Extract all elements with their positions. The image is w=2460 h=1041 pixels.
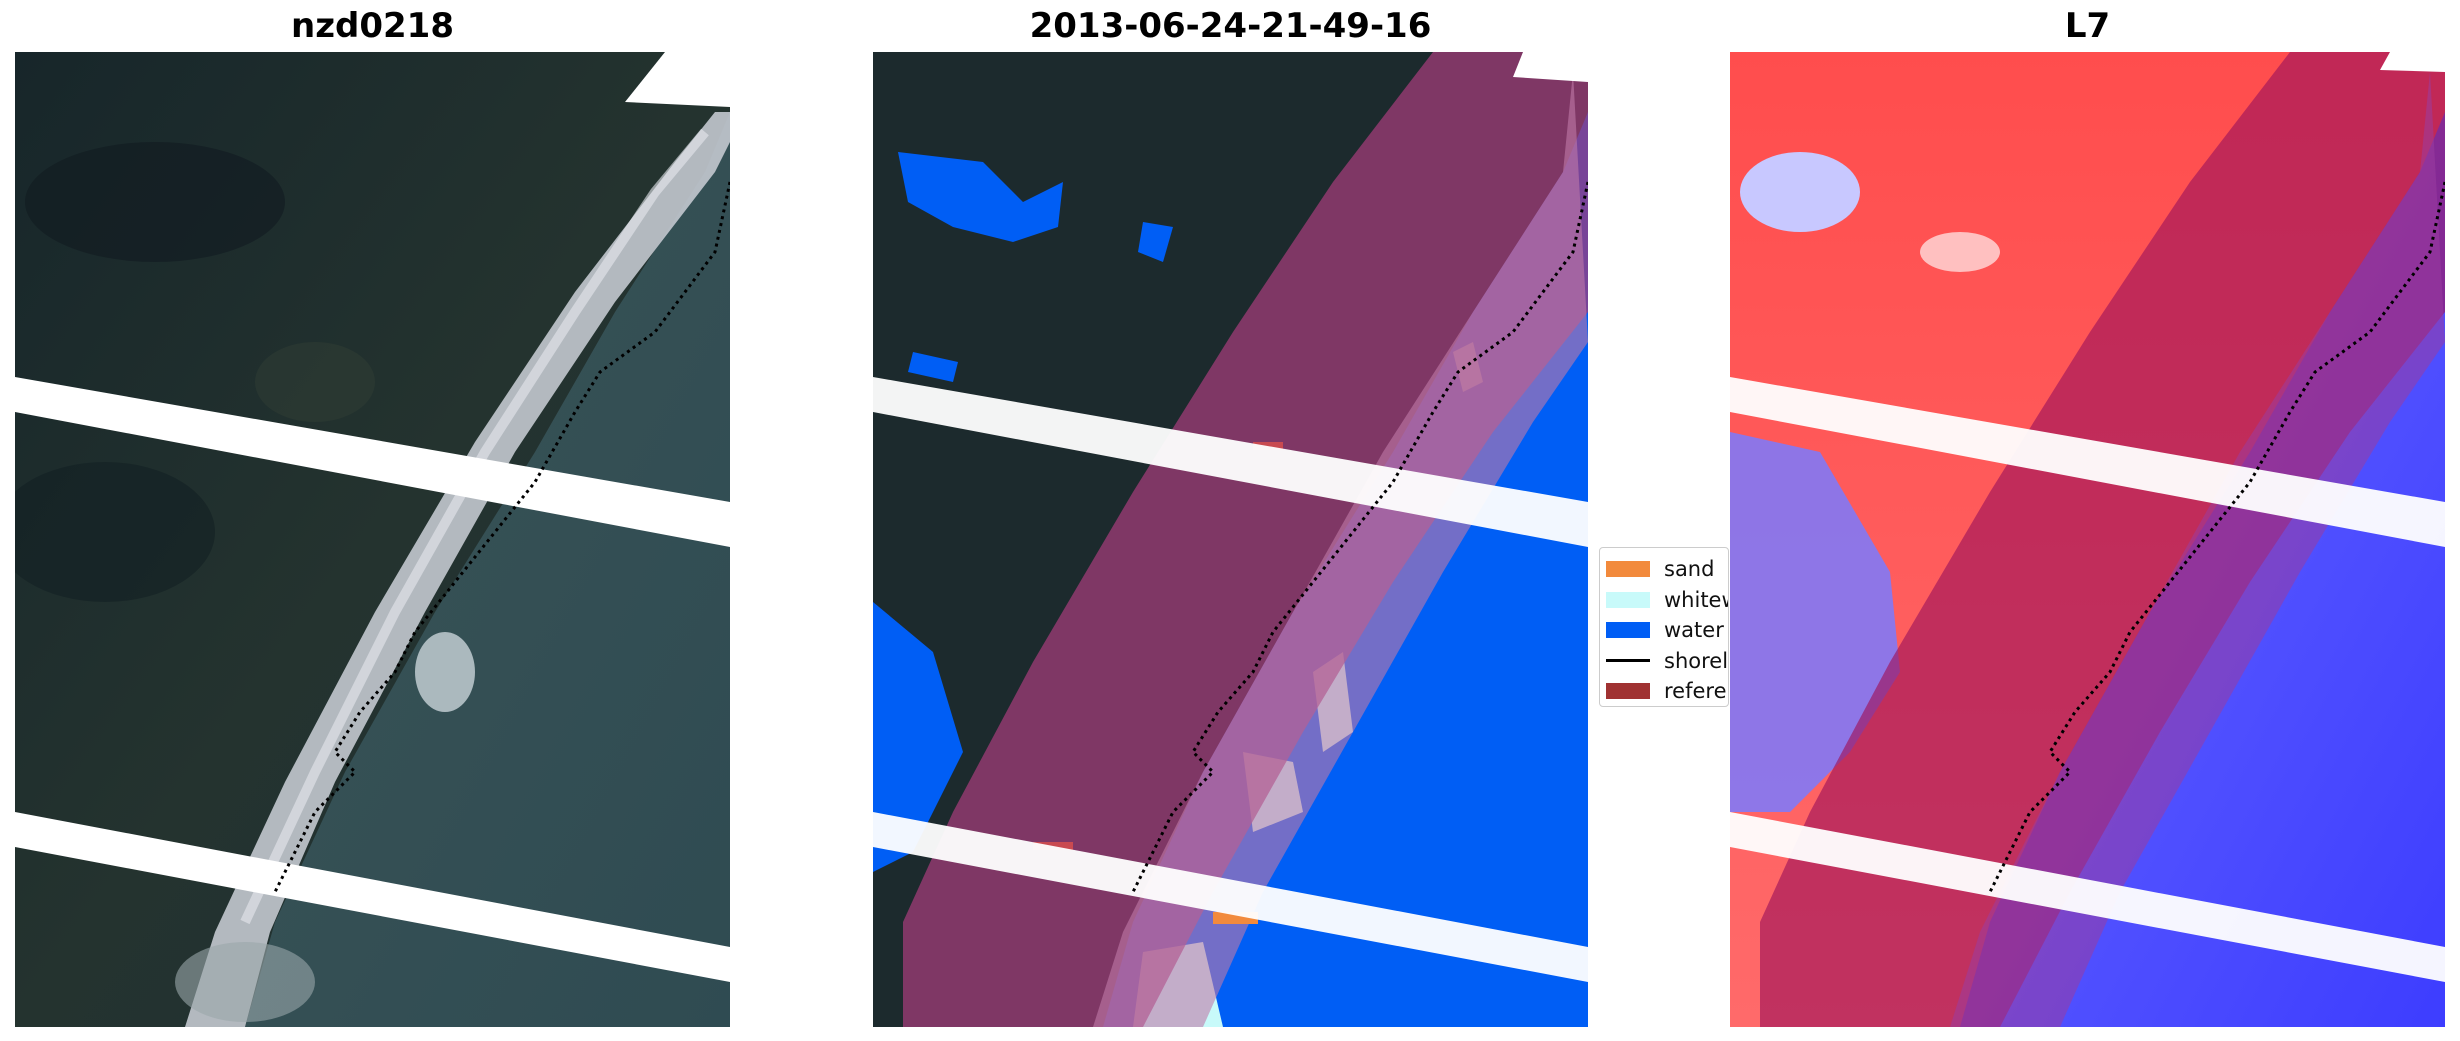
panel-title-classified: 2013-06-24-21-49-16 (1029, 6, 1432, 46)
rgb-image-panel (15, 52, 730, 1027)
legend-item-shoreline: shorel (1606, 646, 1728, 677)
classified-image-panel (873, 52, 1588, 1027)
legend-label: referen (1664, 679, 1728, 704)
legend-swatch (1606, 683, 1650, 700)
legend-item-sand: sand (1606, 554, 1728, 585)
panel-title-rgb: nzd0218 (291, 6, 454, 46)
shoreline-line (273, 181, 730, 893)
reference-buffer (903, 52, 1588, 1027)
index-image-panel (1730, 52, 2445, 1027)
legend-line (1606, 659, 1650, 663)
legend-label: shorel (1664, 648, 1729, 673)
legend-swatch (1606, 561, 1650, 578)
shoreline-line (1131, 181, 1588, 893)
legend-item-water: water (1606, 615, 1728, 646)
legend-swatch (1606, 591, 1650, 608)
legend-label: water (1664, 618, 1724, 643)
legend-swatch (1606, 622, 1650, 639)
reference-buffer (1760, 52, 2445, 1027)
panel-title-index: L7 (2064, 6, 2111, 46)
shoreline-line (1988, 181, 2445, 893)
legend-item-reference: referen (1606, 676, 1728, 706)
legend-label: sand (1664, 557, 1715, 582)
